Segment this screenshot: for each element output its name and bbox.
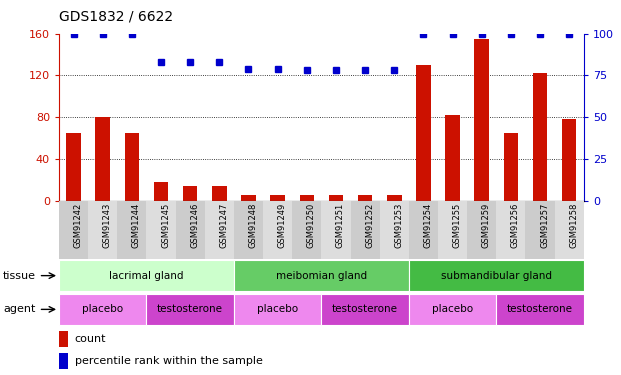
Bar <box>59 201 88 259</box>
Text: GDS1832 / 6622: GDS1832 / 6622 <box>59 9 173 23</box>
Text: GSM91252: GSM91252 <box>365 202 374 248</box>
Bar <box>59 331 68 346</box>
Bar <box>525 201 555 259</box>
Bar <box>205 201 234 259</box>
Bar <box>438 201 467 259</box>
Text: count: count <box>75 334 106 344</box>
Text: lacrimal gland: lacrimal gland <box>109 271 184 280</box>
Text: GSM91243: GSM91243 <box>102 202 112 248</box>
Text: GSM91254: GSM91254 <box>424 202 432 248</box>
Bar <box>147 201 176 259</box>
Bar <box>59 260 234 291</box>
Bar <box>234 260 409 291</box>
Text: GSM91259: GSM91259 <box>482 202 491 248</box>
Text: placebo: placebo <box>432 304 473 314</box>
Bar <box>533 74 547 201</box>
Bar <box>416 65 431 201</box>
Bar <box>234 201 263 259</box>
Text: GSM91244: GSM91244 <box>132 202 141 248</box>
Bar <box>263 201 292 259</box>
Text: GSM91255: GSM91255 <box>453 202 461 248</box>
Bar <box>474 39 489 201</box>
Bar <box>183 186 197 201</box>
Bar <box>270 195 285 201</box>
Text: placebo: placebo <box>257 304 298 314</box>
Bar <box>117 201 147 259</box>
Bar <box>358 195 373 201</box>
Bar <box>322 294 409 325</box>
Text: testosterone: testosterone <box>507 304 573 314</box>
Bar <box>241 195 256 201</box>
Bar <box>292 201 322 259</box>
Text: GSM91256: GSM91256 <box>511 202 520 248</box>
Bar <box>467 201 496 259</box>
Text: GSM91250: GSM91250 <box>307 202 316 248</box>
Bar <box>154 182 168 201</box>
Bar <box>322 201 350 259</box>
Bar <box>555 201 584 259</box>
Text: GSM91251: GSM91251 <box>336 202 345 248</box>
Bar <box>409 201 438 259</box>
Bar <box>379 201 409 259</box>
Text: GSM91253: GSM91253 <box>394 202 403 248</box>
Bar <box>59 294 147 325</box>
Bar <box>409 294 496 325</box>
Text: GSM91248: GSM91248 <box>248 202 258 248</box>
Bar <box>234 294 322 325</box>
Bar <box>66 133 81 201</box>
Bar <box>496 294 584 325</box>
Bar <box>176 201 205 259</box>
Text: testosterone: testosterone <box>157 304 223 314</box>
Text: agent: agent <box>3 304 35 314</box>
Text: percentile rank within the sample: percentile rank within the sample <box>75 356 263 366</box>
Bar <box>147 294 234 325</box>
Bar <box>409 260 584 291</box>
Bar <box>329 195 343 201</box>
Bar <box>299 195 314 201</box>
Bar <box>96 117 110 201</box>
Bar <box>212 186 227 201</box>
Text: GSM91242: GSM91242 <box>73 202 83 248</box>
Bar <box>562 119 576 201</box>
Bar <box>496 201 525 259</box>
Bar <box>88 201 117 259</box>
Text: GSM91246: GSM91246 <box>190 202 199 248</box>
Bar <box>445 115 460 201</box>
Text: GSM91258: GSM91258 <box>569 202 578 248</box>
Bar <box>125 133 139 201</box>
Bar <box>504 133 518 201</box>
Text: tissue: tissue <box>3 271 36 280</box>
Text: GSM91257: GSM91257 <box>540 202 549 248</box>
Text: placebo: placebo <box>82 304 124 314</box>
Text: submandibular gland: submandibular gland <box>441 271 552 280</box>
Bar <box>387 195 402 201</box>
Text: GSM91249: GSM91249 <box>278 202 287 248</box>
Text: meibomian gland: meibomian gland <box>276 271 367 280</box>
Text: GSM91247: GSM91247 <box>219 202 229 248</box>
Bar <box>350 201 379 259</box>
Bar <box>59 353 68 369</box>
Text: GSM91245: GSM91245 <box>161 202 170 248</box>
Text: testosterone: testosterone <box>332 304 398 314</box>
